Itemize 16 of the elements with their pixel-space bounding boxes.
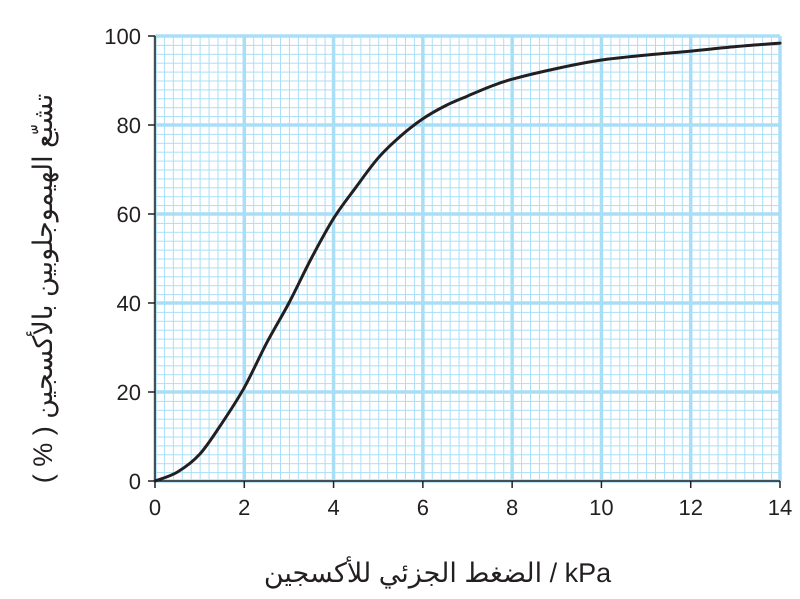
y-tick-label: 100 [104,24,141,49]
x-tick-label: 8 [506,495,518,520]
x-tick-label: 12 [678,495,703,520]
y-tick-label: 80 [116,113,141,138]
x-tick-label: 6 [416,495,429,520]
x-axis-title: الضغط الجزئي للأكسجين / kPa [264,556,612,589]
y-tick-label: 0 [128,469,141,494]
y-tick-label: 20 [116,380,141,405]
x-tick-label: 4 [327,495,340,520]
x-tick-label: 14 [768,495,792,520]
x-tick-label: 0 [148,495,162,520]
x-tick-label: 2 [238,495,250,520]
x-tick-label: 10 [589,495,614,520]
y-tick-label: 40 [116,291,141,316]
y-tick-label: 60 [116,202,141,227]
y-axis-title: تشبّع الهيموجلوبين بالأكسجين ( % ) [26,94,59,484]
